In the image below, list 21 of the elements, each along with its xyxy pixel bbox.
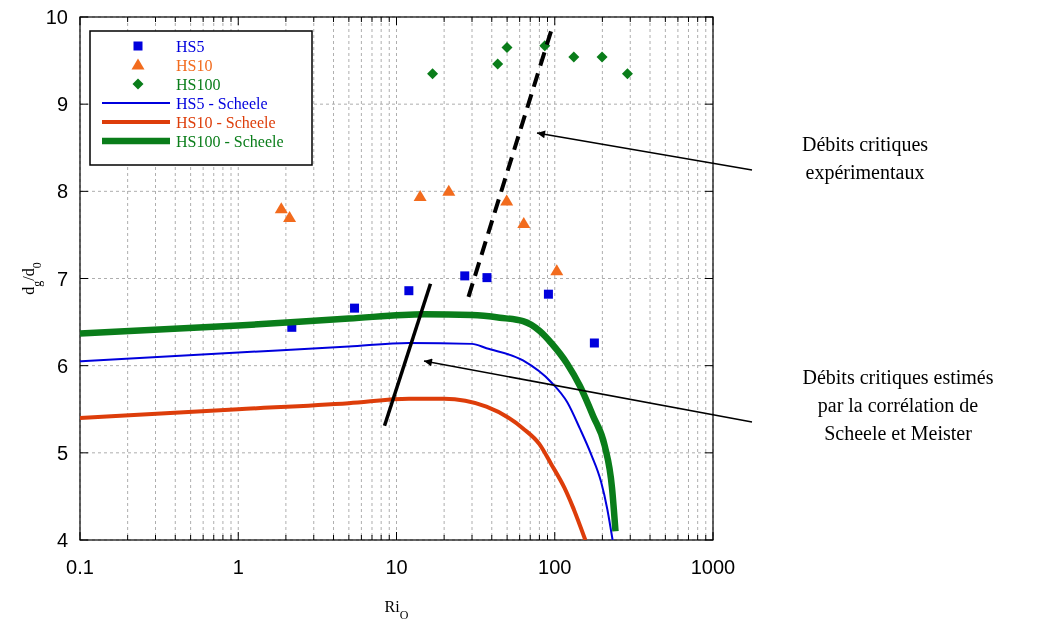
legend-label: HS5 - Scheele [176, 95, 268, 112]
text: Débits critiques estimés par la corrélation de Scheele et Meister [802, 366, 994, 444]
x-tick-label: 100 [538, 556, 572, 578]
y-tick-label: 7 [56, 267, 68, 290]
y-tick-label: 9 [56, 93, 68, 116]
x-tick-label: 1000 [690, 556, 736, 578]
x-tick-label: 0.1 [66, 556, 94, 578]
x-tick-label: 10 [385, 556, 408, 578]
legend-label: HS100 [176, 76, 221, 93]
y-tick-label: 10 [45, 6, 68, 28]
y-tick-label: 5 [56, 441, 68, 464]
y-tick-label: 4 [56, 529, 68, 551]
x-tick-label: 1 [232, 556, 244, 578]
y-tick-label: 6 [56, 354, 68, 377]
legend-label: HS100 - Scheele [176, 133, 284, 150]
y-tick-label: 8 [56, 180, 68, 203]
legend-label: HS5 [176, 38, 205, 55]
x-axis-title: Ri$_{O}$ [384, 598, 409, 621]
legend-label: HS10 - Scheele [176, 114, 276, 131]
legend-label: HS10 [176, 57, 213, 74]
text: Débits critiques expérimentaux [801, 133, 929, 184]
